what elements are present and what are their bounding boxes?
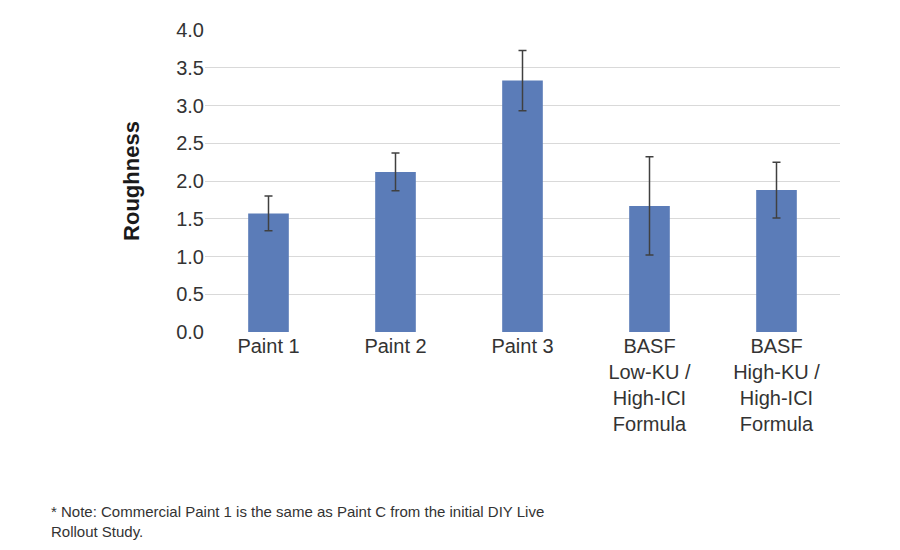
svg-text:3.0: 3.0 [176, 95, 204, 117]
svg-text:2.5: 2.5 [176, 132, 204, 154]
svg-text:Paint 2: Paint 2 [364, 335, 426, 357]
svg-text:* Note: Commercial Paint 1 is: * Note: Commercial Paint 1 is the same a… [51, 503, 544, 540]
svg-text:Paint 3: Paint 3 [491, 335, 553, 357]
svg-text:BASFHigh-KU /High-ICIFormula: BASFHigh-KU /High-ICIFormula [733, 335, 820, 435]
svg-text:BASFLow-KU /High-ICIFormula: BASFLow-KU /High-ICIFormula [608, 335, 691, 435]
svg-text:0.0: 0.0 [176, 321, 204, 343]
svg-text:Paint 1: Paint 1 [237, 335, 299, 357]
svg-text:3.5: 3.5 [176, 57, 204, 79]
svg-text:1.0: 1.0 [176, 246, 204, 268]
svg-text:1.5: 1.5 [176, 208, 204, 230]
svg-text:2.0: 2.0 [176, 170, 204, 192]
svg-text:0.5: 0.5 [176, 283, 204, 305]
svg-text:Roughness: Roughness [119, 121, 144, 241]
svg-text:4.0: 4.0 [176, 19, 204, 41]
